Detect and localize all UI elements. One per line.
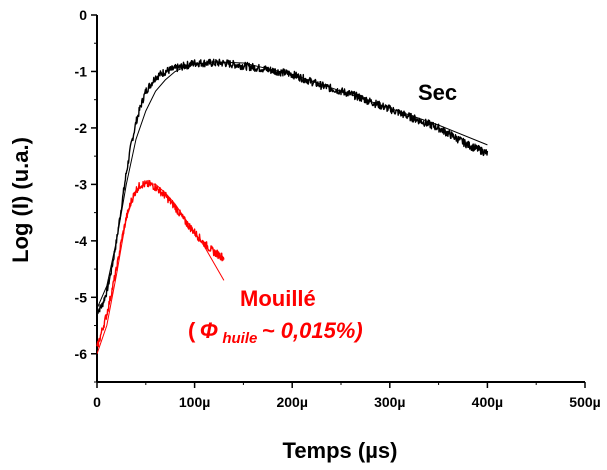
y-tick-label: -5 <box>75 289 88 305</box>
x-tick-label: 0 <box>93 394 101 410</box>
x-tick-label: 200µ <box>276 394 307 410</box>
x-tick-label: 300µ <box>374 394 405 410</box>
series-0-fit-line <box>96 61 488 309</box>
annotation-phi: Φ <box>200 318 218 343</box>
x-tick-label: 100µ <box>179 394 210 410</box>
y-axis-title: Log (I) (u.a.) <box>8 137 33 263</box>
annotation-subscript: huile <box>222 330 257 347</box>
annotation-rest: ~ 0,015%) <box>262 318 363 343</box>
annotation-open-paren: ( <box>188 318 196 343</box>
annotation-concentration: ( Φ huile ~ 0,015%) <box>188 318 363 347</box>
y-tick-label: -1 <box>75 63 88 79</box>
series-1-measured-line <box>96 179 225 348</box>
x-axis-title: Temps (µs) <box>283 438 398 463</box>
x-tick-label: 400µ <box>472 394 503 410</box>
series-0-measured-line <box>96 58 489 315</box>
x-tick-label: 500µ <box>569 394 600 410</box>
series-1-fit-line <box>96 182 225 354</box>
annotation-mouille: Mouillé <box>240 286 316 311</box>
ticks-layer: 0 -1 -2 -3 -4 -5 -6 0 100µ 200µ 300µ 400µ 500µ <box>75 7 601 410</box>
y-tick-label: 0 <box>79 7 87 23</box>
y-tick-label: -3 <box>75 176 88 192</box>
y-tick-label: -4 <box>75 233 88 249</box>
annotation-sec: Sec <box>418 80 457 105</box>
y-tick-label: -6 <box>75 346 88 362</box>
y-tick-label: -2 <box>75 120 88 136</box>
series-layer <box>96 58 489 354</box>
